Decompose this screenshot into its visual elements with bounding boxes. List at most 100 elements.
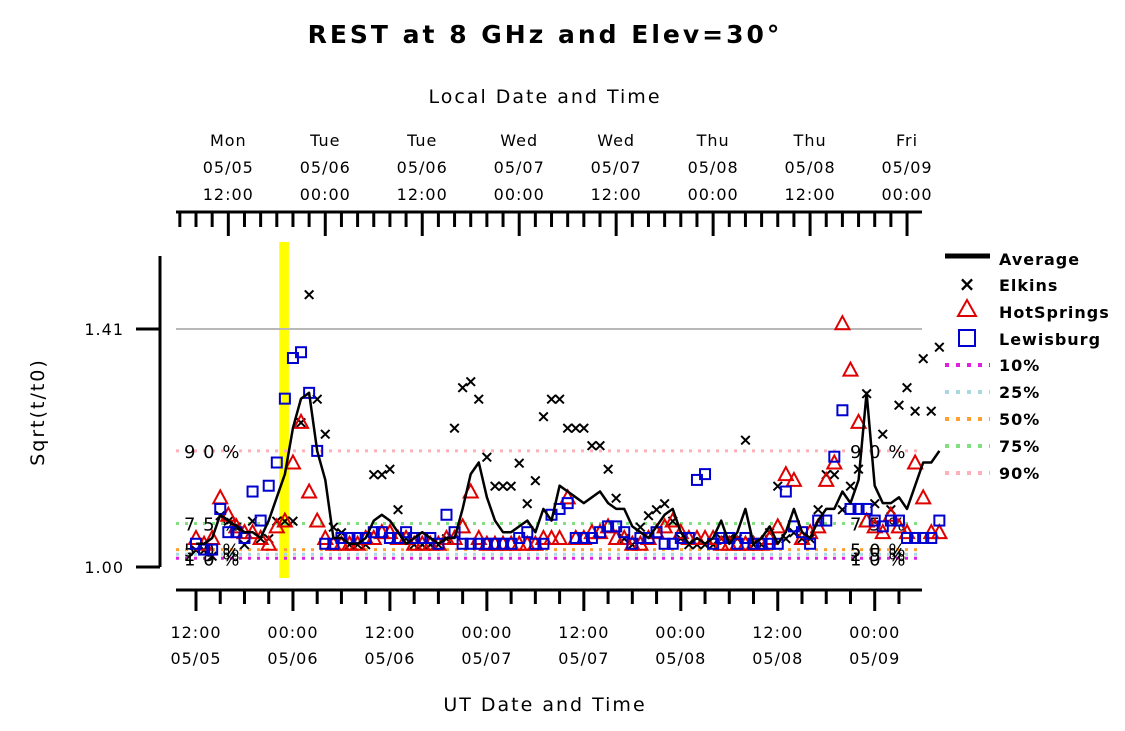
top-tick-label-time: 12:00: [785, 185, 836, 204]
elkins-point: ×: [480, 448, 494, 468]
lewisburg-point: [480, 537, 493, 550]
top-tick-label-time: 12:00: [203, 185, 254, 204]
percentile-label-right-90pct: 9 0 %: [850, 442, 906, 463]
lewisburg-point: [319, 537, 332, 550]
elkins-point: ×: [472, 390, 486, 410]
hotsprings-point: [308, 511, 326, 528]
lewisburg-point: [602, 520, 615, 533]
hotsprings-point: [769, 517, 787, 534]
elkins-point: ×: [544, 390, 558, 410]
legend-item-elkins: × Elkins: [959, 272, 1058, 296]
top-axis-title: Local Date and Time: [428, 86, 661, 108]
lewisburg-point: [763, 537, 776, 550]
top-tick-label-time: 00:00: [300, 185, 351, 204]
lewisburg-point: [779, 485, 792, 498]
lewisburg-point: [464, 537, 477, 550]
elkins-point: ×: [383, 459, 397, 479]
bottom-tick-label-time: 00:00: [849, 623, 900, 642]
hotsprings-point: [276, 511, 294, 528]
legend-item-average: Average: [945, 250, 1079, 269]
legend-label-75pct: 75%: [999, 437, 1040, 456]
y-tick-label: 1.41: [84, 320, 124, 339]
hotsprings-point: [898, 523, 916, 540]
elkins-point: ×: [302, 285, 316, 305]
elkins-point: ×: [585, 436, 599, 456]
legend-item-hotsprings: HotSprings: [956, 297, 1110, 322]
bottom-tick-label-date: 05/08: [752, 649, 803, 668]
lewisburg-point: [836, 404, 849, 417]
highlight-band: [279, 242, 289, 578]
hotsprings-point: [914, 488, 932, 505]
elkins-point: ×: [876, 424, 890, 444]
legend-item-50pct: 50%: [945, 410, 1040, 429]
elkins-point: ×: [286, 512, 300, 532]
hotsprings-point: [227, 517, 246, 534]
bottom-tick-label-time: 12:00: [170, 623, 221, 642]
legend-label-50pct: 50%: [999, 410, 1040, 429]
bottom-tick-label-date: 05/08: [655, 649, 706, 668]
elkins-point: ×: [561, 419, 575, 439]
top-tick-label-day: Wed: [500, 131, 538, 150]
lewisburg-point: [884, 514, 897, 527]
lewisburg-point: [771, 537, 784, 550]
legend-item-75pct: 75%: [945, 437, 1040, 456]
legend-label-lewisburg: Lewisburg: [999, 330, 1101, 349]
average-line: [196, 391, 941, 546]
top-tick-label-time: 00:00: [881, 185, 932, 204]
lewisburg-point: [246, 485, 259, 498]
percentile-label-left-90pct: 9 0 %: [184, 442, 240, 463]
top-tick-label-date: 05/06: [300, 158, 351, 177]
elkins-point: ×: [641, 506, 655, 526]
lewisburg-point: [933, 514, 946, 527]
elkins-point: ×: [593, 436, 607, 456]
elkins-point: ×: [536, 407, 550, 427]
lewisburg-point: [254, 514, 267, 527]
hotsprings-point: [251, 528, 270, 545]
lewisburg-point: [262, 479, 275, 492]
legend-swatch-lewisburg: [958, 329, 976, 347]
hotsprings-point: [284, 453, 302, 470]
bottom-tick-label-date: 05/07: [558, 649, 609, 668]
percentile-label-left-10pct: 1 0 %: [184, 549, 240, 570]
top-tick-label-time: 00:00: [688, 185, 739, 204]
hotsprings-point: [906, 453, 924, 470]
lewisburg-point: [699, 468, 712, 481]
lewisburg-point: [383, 531, 396, 544]
elkins-point: ×: [900, 378, 914, 398]
hotsprings-point: [833, 314, 852, 331]
hotsprings-point: [849, 412, 868, 429]
lewisburg-point: [820, 514, 833, 527]
elkins-point: ×: [367, 465, 381, 485]
top-tick-label-date: 05/08: [785, 158, 836, 177]
legend-label-elkins: Elkins: [999, 276, 1058, 295]
legend-label-hotsprings: HotSprings: [999, 303, 1110, 322]
lewisburg-point: [456, 537, 469, 550]
lewisburg-point: [828, 450, 841, 463]
elkins-point: ×: [601, 459, 615, 479]
hotsprings-point: [841, 360, 860, 377]
hotsprings-point: [672, 523, 690, 540]
lewisburg-point: [618, 526, 631, 539]
hotsprings-point: [292, 412, 310, 429]
lewisburg-point: [278, 392, 291, 405]
lewisburg-point: [796, 526, 808, 539]
x-axis-title: UT Date and Time: [443, 694, 646, 716]
hotsprings-point: [785, 470, 803, 487]
legend-label-25pct: 25%: [999, 383, 1040, 402]
lewisburg-point: [561, 497, 574, 510]
legend-item-lewisburg: Lewisburg: [958, 329, 1101, 349]
elkins-point: ×: [464, 372, 478, 392]
top-tick-label-time: 00:00: [494, 185, 545, 204]
lewisburg-point: [901, 531, 914, 544]
elkins-point: ×: [924, 401, 938, 421]
top-tick-label-day: Tue: [309, 131, 340, 150]
top-tick-label-date: 05/08: [688, 158, 739, 177]
elkins-point: ×: [892, 395, 906, 415]
elkins-point: ×: [908, 401, 922, 421]
bottom-tick-label-time: 00:00: [655, 623, 706, 642]
hotsprings-point: [777, 465, 795, 482]
hotsprings-point: [300, 482, 318, 499]
bottom-tick-label-time: 12:00: [364, 623, 415, 642]
legend-label-10pct: 10%: [999, 356, 1040, 375]
